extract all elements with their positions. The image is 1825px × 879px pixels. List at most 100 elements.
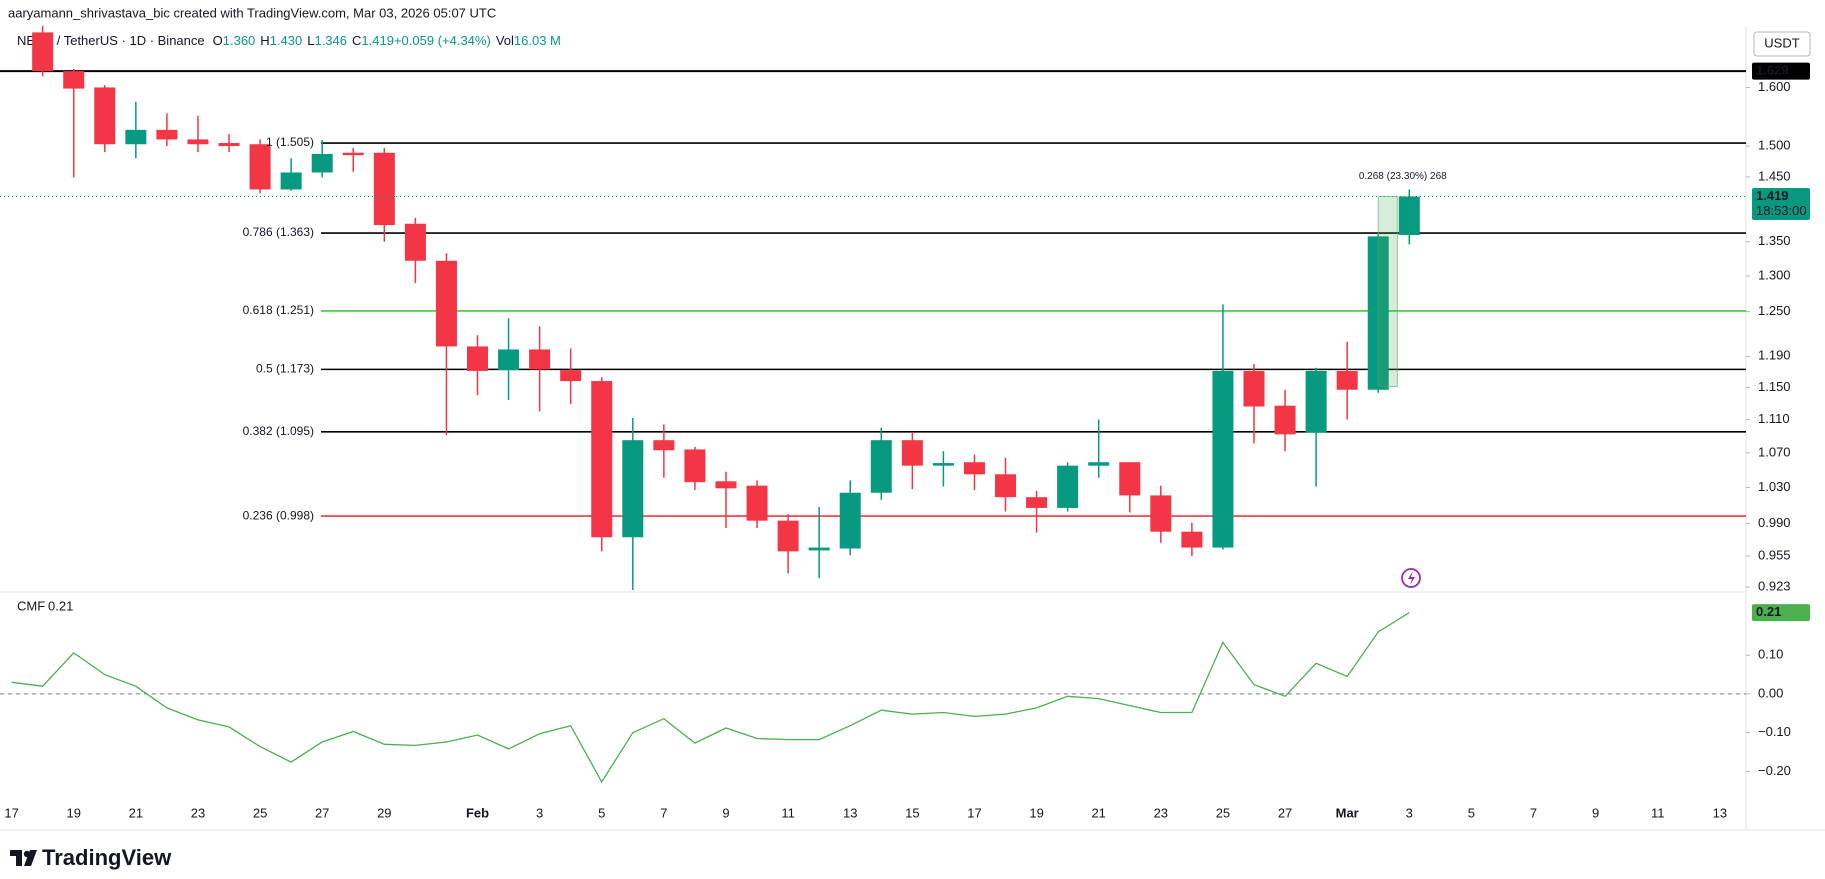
candle-body [901, 440, 923, 466]
currency[interactable]: USDT [1764, 35, 1799, 50]
x-tick-label: 27 [315, 805, 329, 820]
x-tick-label: 27 [1278, 805, 1292, 820]
fib-label: 0.786 (1.363) [243, 225, 314, 239]
y-tick-label: 1.110 [1758, 411, 1790, 426]
indicator-value: 0.21 [48, 598, 73, 613]
candle-body [870, 440, 892, 493]
indicator-last-label-bg [1752, 604, 1810, 622]
candle-body [684, 449, 706, 483]
y-tick-label: −0.20 [1758, 763, 1791, 778]
candle-body [653, 440, 675, 451]
candle-body [467, 346, 488, 371]
logo: TradingView [10, 845, 172, 870]
x-tick-label: 3 [536, 805, 543, 820]
legend-key: C [352, 33, 361, 48]
measure-label: 0.268 (23.30%) 268 [1359, 171, 1447, 182]
legend-key: O [213, 33, 223, 48]
x-tick-label: 25 [1216, 805, 1230, 820]
candle-body [187, 139, 209, 145]
candle-body [311, 153, 333, 173]
candle-body [1026, 497, 1048, 508]
y-tick-label: 1.190 [1758, 348, 1791, 363]
legend-value: 1.430 [270, 33, 303, 48]
x-tick-label: 5 [598, 805, 605, 820]
x-tick-label: 7 [660, 805, 667, 820]
candle-body [1243, 370, 1265, 407]
fib-label: 0.5 (1.173) [256, 362, 314, 376]
fib-label: 0.618 (1.251) [243, 303, 314, 317]
x-tick-label: 25 [253, 805, 267, 820]
x-tick-label: 19 [66, 805, 80, 820]
y-tick-label: 1.070 [1758, 444, 1791, 459]
candle-body [280, 172, 302, 190]
candle-body [435, 260, 457, 347]
fib-label: 0.236 (0.998) [243, 508, 314, 522]
x-tick-label: 23 [191, 805, 205, 820]
x-tick-label: 19 [1029, 805, 1043, 820]
y-tick-label: 1.500 [1758, 137, 1791, 152]
x-tick-label: 13 [843, 805, 857, 820]
candle-body [1398, 196, 1420, 236]
candle-body [342, 152, 364, 156]
candle-body [963, 462, 985, 475]
indicator-last-label: 0.21 [1756, 604, 1781, 619]
candle-body [1057, 465, 1079, 508]
x-tick-label: 21 [129, 805, 143, 820]
y-tick-label: 0.990 [1758, 515, 1791, 530]
currency-box[interactable] [1753, 31, 1811, 57]
fib-label: 1 (1.505) [266, 135, 314, 149]
alert-icon[interactable] [1401, 568, 1421, 588]
legend-value: 16.03 M [514, 33, 561, 48]
x-tick-label: 9 [722, 805, 729, 820]
candle-body [1336, 370, 1358, 390]
x-tick-label: 17 [4, 805, 18, 820]
candle-body [94, 87, 116, 145]
x-tick-label: Mar [1336, 805, 1359, 820]
cmf-line [11, 612, 1410, 784]
x-tick-label: 11 [781, 805, 795, 820]
y-tick-label: −0.10 [1758, 724, 1791, 739]
y-tick-label: 0.00 [1758, 685, 1783, 700]
candle-body [777, 520, 799, 552]
candle-body [808, 547, 830, 551]
candles [0, 26, 1746, 590]
legend-key: Vol [496, 33, 514, 48]
x-tick-label: 29 [377, 805, 391, 820]
legend-key: L [307, 33, 314, 48]
candle-body [560, 370, 582, 382]
x-tick-label: 13 [1713, 805, 1727, 820]
credit: aaryamann_shrivastava_bic created with T… [8, 5, 496, 20]
x-tick-label: 23 [1154, 805, 1168, 820]
candle-body [498, 349, 520, 371]
logo-text: TradingView [42, 845, 172, 870]
indicator-name: CMF [17, 598, 45, 613]
candle-body [1119, 462, 1141, 496]
y-tick-label: 1.030 [1758, 479, 1791, 494]
x-tick-label: 5 [1468, 805, 1475, 820]
candle-body [218, 143, 240, 147]
symbol-legend: NEAR / TetherUS · 1D · Binance O1.360 H1.4… [17, 33, 561, 48]
candle-body [995, 474, 1017, 498]
legend-value: 1.346 [314, 33, 347, 48]
legend-value: 1.360 [223, 33, 256, 48]
candle-body [63, 71, 85, 89]
candle-body [125, 129, 147, 145]
y-tick-label: 1.450 [1758, 168, 1791, 183]
hline-label: 1.629 [1756, 63, 1789, 78]
x-tick-label: 7 [1530, 805, 1537, 820]
candle-body [32, 32, 54, 72]
legend-value: 1.419 [361, 33, 394, 48]
x-tick-label: 9 [1592, 805, 1599, 820]
y-tick-label: 1.600 [1758, 79, 1791, 94]
y-tick-label: 1.250 [1758, 303, 1791, 318]
fib-label: 0.382 (1.095) [243, 424, 314, 438]
x-tick-label: 17 [967, 805, 981, 820]
x-tick-label: 15 [905, 805, 919, 820]
x-tick-label: Feb [466, 805, 489, 820]
x-tick-label: 21 [1091, 805, 1105, 820]
candle-body [839, 492, 861, 549]
candle-body [156, 129, 178, 140]
y-tick-label: 0.923 [1758, 578, 1791, 593]
candle-body [1274, 405, 1296, 435]
